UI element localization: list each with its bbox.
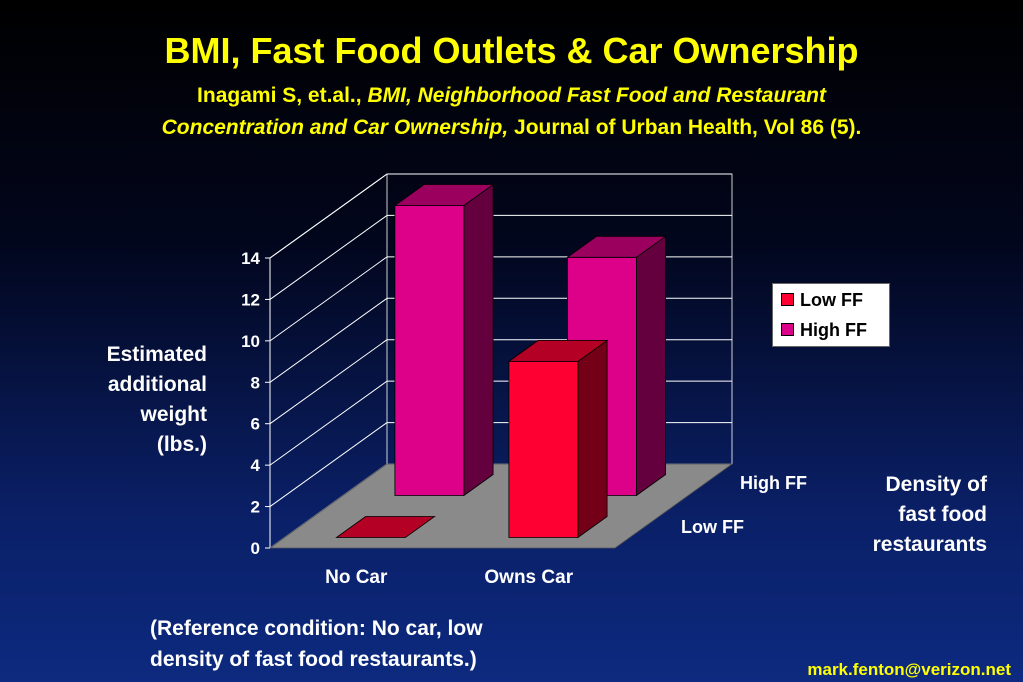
citation-line-1: Inagami S, et.al., BMI, Neighborhood Fas… [0,80,1023,112]
reference-note-line: (Reference condition: No car, low [150,617,483,640]
slide-title: BMI, Fast Food Outlets & Car Ownership [164,30,859,71]
citation-title-part1: BMI, Neighborhood Fast Food and Restaura… [367,84,826,107]
legend-label-low-ff: Low FF [800,290,863,310]
y-tick-label: 8 [251,373,260,392]
gridline-side [269,380,388,466]
citation-authors: Inagami S, et.al., [197,84,362,107]
depth-tick-label: Low FF [681,517,744,537]
contact-email[interactable]: mark.fenton@verizon.net [807,660,1011,679]
y-axis-label-line: weight [140,403,208,426]
legend-swatch-high-ff [781,323,794,337]
y-axis-label-line: (lbs.) [156,433,207,456]
depth-axis-title-line: Density of [885,473,987,496]
legend-label-high-ff: High FF [800,320,867,340]
x-tick-label: No Car [325,567,388,588]
bar-low-ff-owns-car-side [577,339,608,539]
bar-high-ff-no-car-top [393,184,495,206]
gridline-side [269,422,388,507]
citation-title-part2: Concentration and Car Ownership, [161,116,509,139]
bar-high-ff-owns-car-top [566,235,667,258]
gridline-side [269,173,388,259]
citation: Inagami S, et.al., BMI, Neighborhood Fas… [0,80,1023,144]
gridline-side [269,215,388,300]
bar-high-ff-no-car-front [394,205,465,496]
y-tick-label: 6 [251,415,260,434]
legend-swatch-low-ff [781,293,794,307]
reference-note-line: density of fast food restaurants.) [150,648,477,671]
y-tick-label: 10 [241,332,260,351]
reference-note: (Reference condition: No car, low densit… [150,613,610,675]
citation-line-2: Concentration and Car Ownership, Journal… [0,112,1023,144]
y-tick-label: 2 [251,498,260,517]
legend-item-low-ff: Low FF [781,289,863,311]
y-axis-label: Estimated additional weight (lbs.) [60,340,207,460]
bar-low-ff-owns-car-top [507,339,609,362]
gridline-side [269,256,388,342]
y-tick-label: 12 [241,290,260,309]
bar-low-ff-owns-car-front [508,360,579,538]
depth-tick-label: High FF [740,473,807,493]
gridline-side [269,297,388,383]
citation-journal: Journal of Urban Health, Vol 86 (5). [514,116,862,139]
y-tick-label: 4 [251,456,261,475]
bar-high-ff-owns-car-side [636,235,666,497]
y-tick-label: 0 [251,539,260,558]
depth-axis-title: Density of fast food restaurants [830,470,987,560]
depth-axis-title-line: restaurants [872,533,987,556]
chart-legend: Low FF High FF [772,283,890,347]
y-axis-label-line: additional [107,373,207,396]
depth-axis-title-line: fast food [898,503,987,526]
legend-item-high-ff: High FF [781,319,867,341]
bar-high-ff-no-car-side [463,183,494,497]
bar-low-ff-no-car-top [335,516,436,538]
y-axis-label-line: Estimated [106,343,207,366]
gridline-side [269,339,388,425]
x-tick-label: Owns Car [484,567,573,588]
y-tick-label: 14 [241,249,260,268]
